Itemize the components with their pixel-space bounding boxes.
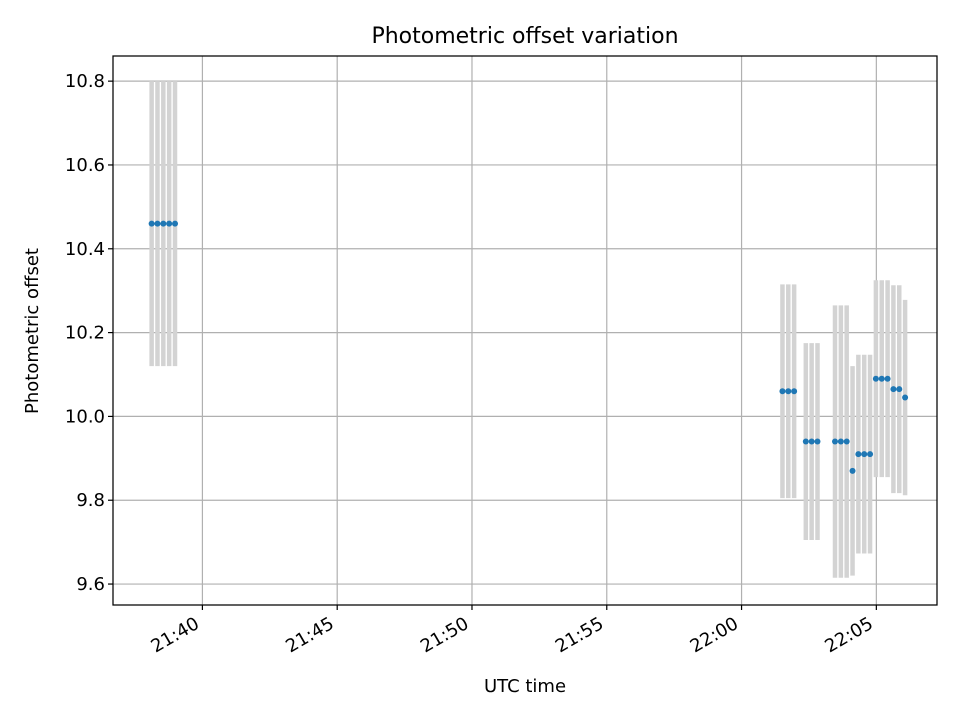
y-axis-label: Photometric offset xyxy=(22,248,43,414)
y-axis-ticks: 9.6 9.8 10.0 10.2 10.4 10.6 10.8 xyxy=(65,71,113,595)
data-point xyxy=(872,375,879,382)
data-point xyxy=(855,451,862,458)
data-points xyxy=(148,220,909,474)
data-point xyxy=(814,438,821,445)
grid xyxy=(113,56,937,605)
data-point xyxy=(878,375,885,382)
data-point xyxy=(902,394,909,401)
data-point xyxy=(837,438,844,445)
plot-frame xyxy=(112,55,938,606)
data-point xyxy=(166,220,173,227)
y-tick-label: 10.6 xyxy=(65,155,105,176)
data-point xyxy=(154,220,161,227)
data-point xyxy=(884,375,891,382)
data-point xyxy=(849,467,856,474)
chart-title: Photometric offset variation xyxy=(371,24,678,49)
data-point xyxy=(148,220,155,227)
x-axis-label: UTC time xyxy=(484,676,566,697)
data-point xyxy=(791,388,798,395)
y-tick-label: 10.0 xyxy=(65,406,105,427)
data-point xyxy=(832,438,839,445)
data-point xyxy=(890,386,897,393)
data-point xyxy=(785,388,792,395)
y-tick-label: 10.2 xyxy=(65,323,105,344)
data-point xyxy=(779,388,786,395)
data-point xyxy=(861,451,868,458)
data-point xyxy=(802,438,809,445)
y-tick-label: 10.4 xyxy=(65,239,105,260)
data-point xyxy=(843,438,850,445)
data-point xyxy=(808,438,815,445)
y-tick-label: 9.8 xyxy=(76,490,105,511)
data-point xyxy=(896,386,903,393)
data-point xyxy=(867,451,874,458)
y-tick-label: 9.6 xyxy=(76,574,105,595)
y-tick-label: 10.8 xyxy=(65,71,105,92)
data-point xyxy=(172,220,179,227)
data-point xyxy=(160,220,167,227)
